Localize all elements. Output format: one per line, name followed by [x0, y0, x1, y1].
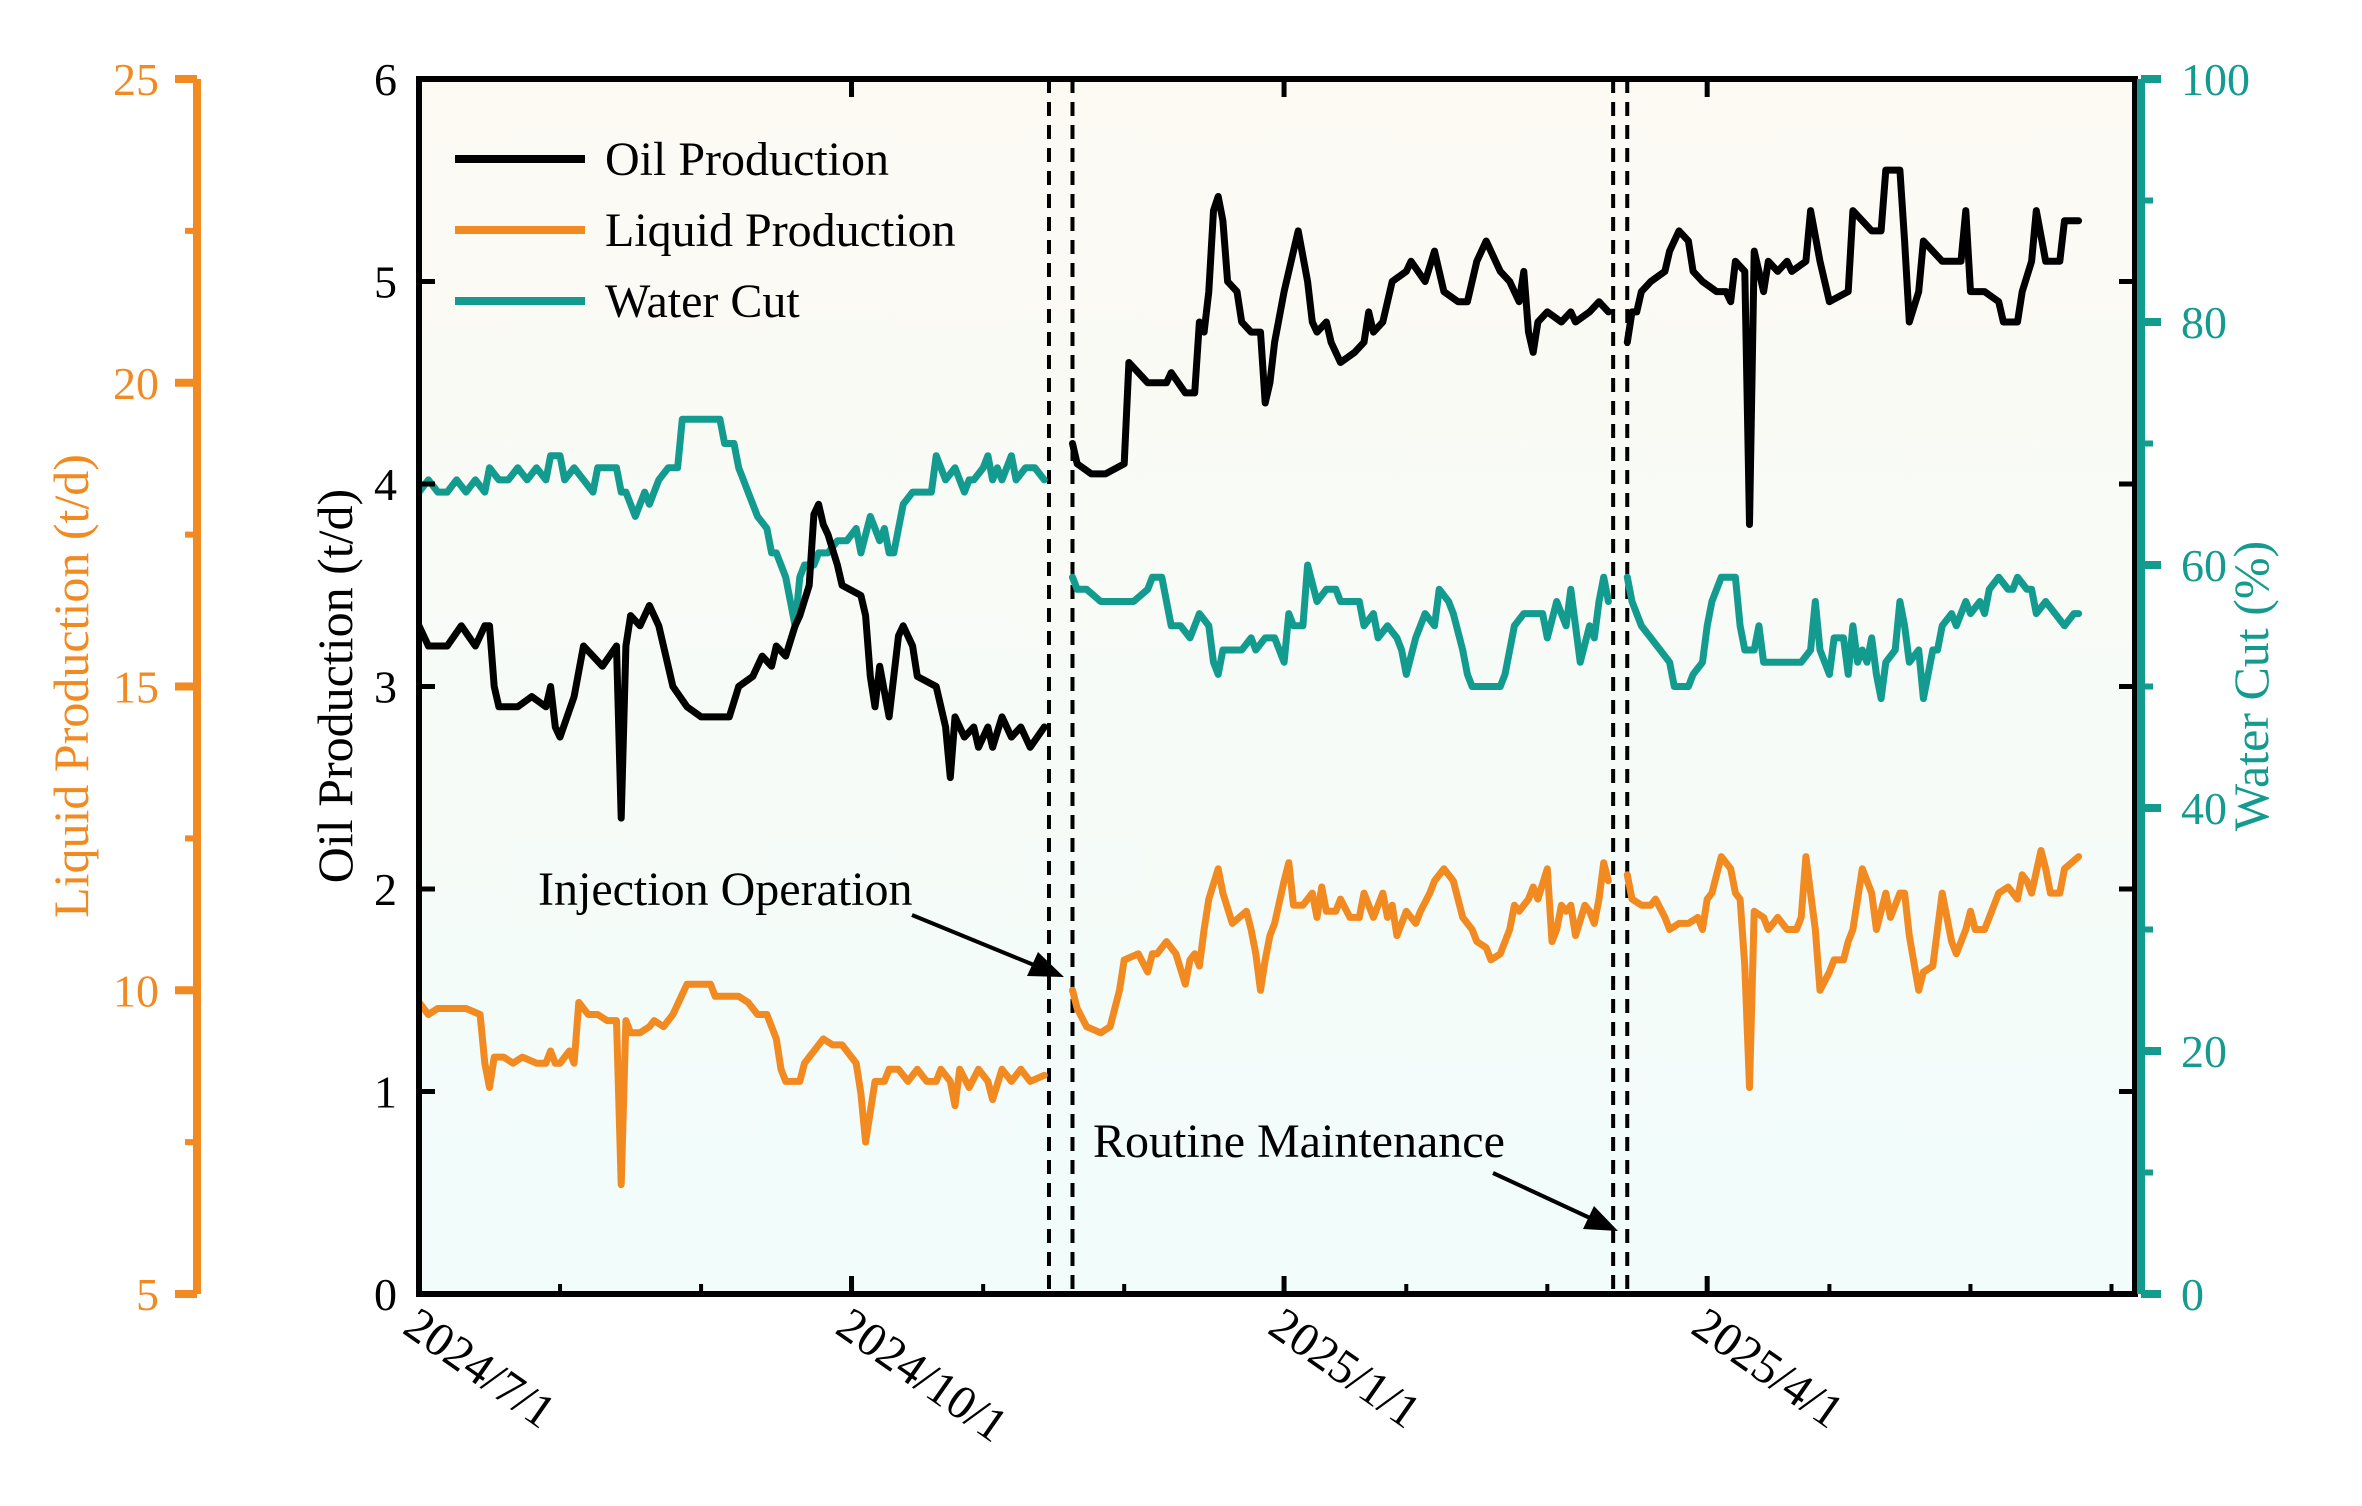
oil-axis: 0 1 2 3 4 5 6 [374, 54, 2135, 1320]
liquid-tick-label: 20 [113, 358, 159, 409]
oil-production-line-segment-2 [1069, 193, 1612, 478]
annotation-maintenance-arrowhead [1583, 1206, 1618, 1231]
water-cut-axis-label: Water Cut (%) [2223, 541, 2279, 831]
water-cut-line-segment-1 [419, 415, 1048, 630]
annotation-injection-arrowhead [1027, 952, 1064, 977]
date-tick-label: 2024/7/1 [395, 1298, 565, 1439]
liquid-tick-label: 25 [113, 54, 159, 105]
liquid-production-line-segment-2 [1069, 859, 1612, 1037]
date-tick-label: 2025/1/1 [1260, 1298, 1430, 1439]
oil-axis-label: Oil Production (t/d) [307, 489, 363, 883]
oil-tick-label: 2 [374, 864, 397, 915]
oil-tick-label: 3 [374, 662, 397, 713]
legend-label-water-cut: Water Cut [605, 275, 800, 328]
oil-tick-label: 5 [374, 257, 397, 308]
liquid-production-line-segment-3 [1623, 847, 2083, 1091]
annotation-injection-arrow [911, 913, 1035, 967]
oil-tick-label: 1 [374, 1067, 397, 1118]
oil-production-line-segment-3 [1623, 166, 2083, 528]
oil-tick-label: 4 [374, 459, 397, 510]
annotation-injection-label: Injection Operation [538, 863, 913, 916]
oil-tick-label: 6 [374, 54, 397, 105]
annotation-maintenance-label: Routine Maintenance [1093, 1115, 1505, 1168]
date-tick-label: 2025/4/1 [1683, 1298, 1853, 1439]
water-cut-tick-label: 60 [2181, 540, 2227, 591]
water-cut-tick-label: 80 [2181, 297, 2227, 348]
event-markers [1046, 79, 1630, 1294]
water-cut-line-segment-2 [1069, 561, 1612, 690]
water-cut-tick-label: 0 [2181, 1269, 2204, 1320]
water-cut-line-segment-3 [1623, 573, 2083, 703]
annotation-maintenance: Routine Maintenance [1093, 1115, 1618, 1231]
water-cut-axis: 0 20 40 60 80 100 [2137, 54, 2250, 1320]
liquid-tick-label: 10 [113, 965, 159, 1016]
water-cut-tick-label: 20 [2181, 1026, 2227, 1077]
annotation-maintenance-arrow [1492, 1171, 1591, 1220]
liquid-axis-label: Liquid Production (t/d) [43, 454, 99, 918]
liquid-production-line-segment-1 [419, 980, 1048, 1189]
liquid-axis: 5 10 15 20 25 [113, 54, 201, 1320]
legend: Oil Production Liquid Production Water C… [455, 133, 956, 328]
liquid-tick-label: 5 [136, 1269, 159, 1320]
liquid-tick-label: 15 [113, 662, 159, 713]
legend-label-liquid: Liquid Production [605, 204, 956, 257]
series-group [419, 166, 2083, 1189]
annotation-injection: Injection Operation [538, 863, 1064, 977]
water-cut-tick-label: 40 [2181, 783, 2227, 834]
legend-label-oil: Oil Production [605, 133, 889, 186]
oil-production-line-segment-1 [419, 500, 1048, 822]
water-cut-tick-label: 100 [2181, 54, 2250, 105]
oil-tick-label: 0 [374, 1269, 397, 1320]
date-tick-label: 2024/10/1 [827, 1298, 1017, 1453]
